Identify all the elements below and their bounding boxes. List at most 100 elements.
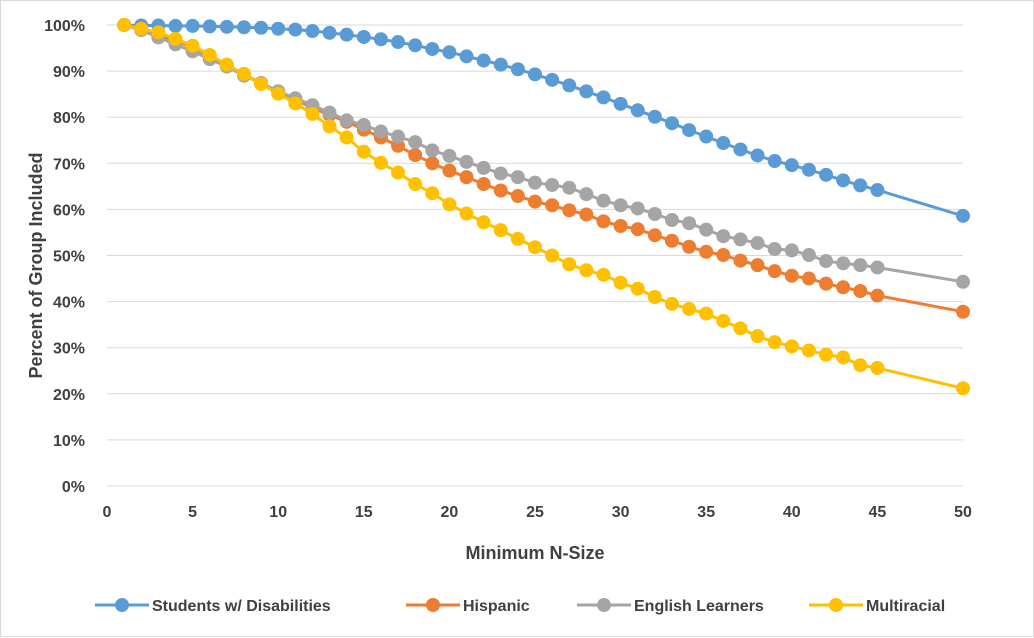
- data-point: [956, 274, 970, 289]
- data-point: [425, 156, 440, 171]
- y-tick-label: 100%: [44, 18, 85, 35]
- data-point: [664, 233, 679, 248]
- data-point: [596, 214, 611, 229]
- data-point: [682, 216, 697, 231]
- data-point: [271, 86, 286, 101]
- data-point: [545, 72, 560, 87]
- series-hispanic: [117, 18, 970, 319]
- x-tick-label: 25: [526, 504, 544, 521]
- data-point: [647, 207, 662, 222]
- y-tick-label: 40%: [53, 295, 85, 312]
- data-point: [853, 178, 868, 193]
- legend-swatch-marker: [829, 598, 843, 612]
- data-point: [579, 187, 594, 202]
- data-point: [733, 232, 748, 247]
- data-point: [853, 358, 868, 373]
- data-point: [510, 62, 525, 77]
- data-point: [562, 180, 577, 195]
- data-point: [579, 207, 594, 222]
- data-point: [716, 136, 731, 151]
- data-point: [459, 206, 474, 221]
- x-tick-label: 15: [355, 504, 373, 521]
- data-point: [767, 153, 782, 168]
- data-point: [373, 124, 388, 139]
- data-point: [185, 18, 200, 33]
- data-point: [117, 18, 132, 32]
- data-point: [288, 96, 303, 111]
- legend-item: Multiracial: [809, 598, 945, 615]
- x-tick-label: 5: [188, 504, 197, 521]
- data-point: [596, 267, 611, 282]
- data-point: [767, 264, 782, 279]
- data-point: [493, 183, 508, 198]
- data-point: [219, 19, 234, 34]
- data-point: [562, 78, 577, 93]
- data-point: [476, 215, 491, 230]
- data-point: [202, 47, 217, 62]
- x-tick-label: 0: [103, 504, 112, 521]
- x-tick-label: 50: [954, 504, 972, 521]
- data-point: [185, 38, 200, 53]
- data-point: [682, 239, 697, 254]
- data-point: [733, 142, 748, 157]
- x-tick-label: 30: [612, 504, 630, 521]
- data-point: [442, 148, 457, 163]
- y-tick-label: 0%: [62, 479, 85, 496]
- data-point: [510, 170, 525, 185]
- data-point: [784, 339, 799, 354]
- data-point: [356, 118, 371, 133]
- data-point: [442, 45, 457, 60]
- data-point: [442, 163, 457, 178]
- data-point: [408, 135, 423, 150]
- data-point: [647, 289, 662, 304]
- data-point: [956, 381, 970, 396]
- data-point: [562, 203, 577, 218]
- data-point: [425, 41, 440, 56]
- data-point: [836, 173, 851, 188]
- legend-item: Students w/ Disabilities: [95, 598, 331, 615]
- data-point: [819, 254, 834, 269]
- data-point: [339, 130, 354, 145]
- data-point: [562, 257, 577, 272]
- data-point: [528, 194, 542, 209]
- x-axis-tick-labels: 0 5 10 15 20 25 30 35 40 45 50: [103, 504, 972, 521]
- data-point: [682, 123, 697, 138]
- data-point: [356, 144, 371, 159]
- data-point: [373, 155, 388, 170]
- data-point: [750, 236, 765, 251]
- data-point: [630, 201, 645, 216]
- y-tick-label: 10%: [53, 433, 85, 450]
- data-point: [459, 49, 474, 64]
- data-point: [784, 158, 799, 173]
- data-point: [545, 248, 560, 263]
- series-line: [124, 23, 964, 218]
- series-line: [123, 23, 964, 284]
- data-point: [699, 222, 714, 237]
- series-english-learners: [117, 18, 970, 289]
- data-point: [459, 170, 474, 185]
- data-point: [767, 335, 782, 350]
- data-point: [750, 258, 765, 273]
- data-point: [442, 197, 457, 212]
- data-point: [750, 148, 765, 163]
- data-point: [408, 38, 423, 53]
- data-point: [545, 198, 560, 213]
- data-point: [733, 321, 748, 336]
- y-axis-tick-labels: 0% 10% 20% 30% 40% 50% 60% 70% 80% 90% 100%: [44, 18, 85, 496]
- data-point: [271, 21, 286, 36]
- data-point: [528, 67, 542, 82]
- data-point: [613, 198, 628, 213]
- data-point: [853, 258, 868, 273]
- data-point: [168, 18, 183, 33]
- data-point: [784, 243, 799, 258]
- legend-item: Hispanic: [406, 598, 530, 615]
- data-point: [613, 218, 628, 233]
- data-point: [493, 166, 508, 181]
- data-point: [168, 31, 183, 46]
- data-point: [801, 162, 816, 177]
- data-point: [630, 281, 645, 296]
- y-tick-label: 20%: [53, 387, 85, 404]
- data-point: [716, 313, 731, 328]
- data-point: [151, 25, 166, 40]
